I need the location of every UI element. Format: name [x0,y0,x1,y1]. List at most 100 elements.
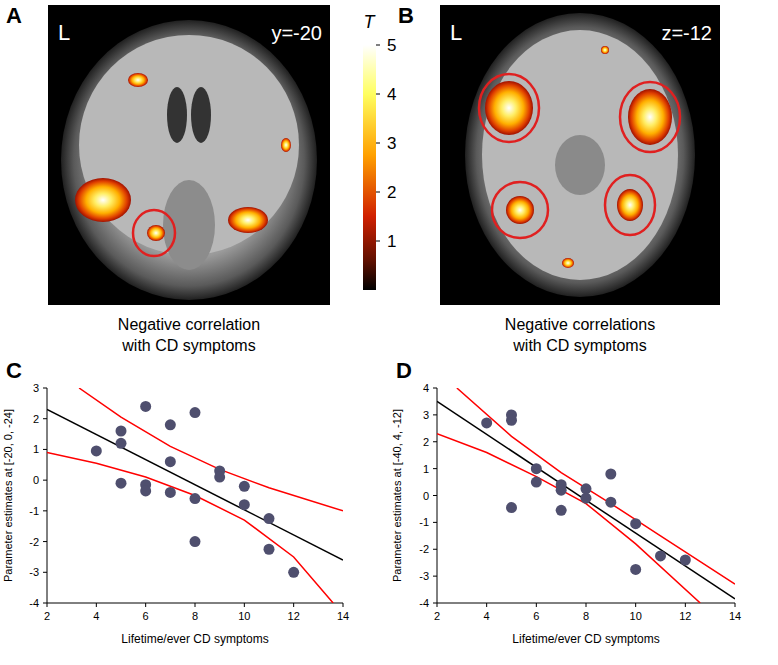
brainstem [163,180,215,270]
point [531,463,542,474]
x-tick-label: 10 [238,610,250,622]
x-tick-label: 4 [93,610,99,622]
colorbar-tick [376,94,380,95]
y-tick-label: 0 [33,474,39,486]
y-tick-label: -3 [419,570,429,582]
y-tick [43,449,47,450]
scatter-chart: 2468101214-4-3-2-101234Lifetime/ever CD … [391,358,741,646]
y-tick-label: 1 [423,463,429,475]
highlight-circle [620,82,680,152]
activation-blob [75,178,131,222]
x-tick-label: 12 [679,610,691,622]
point [680,555,691,566]
point [556,485,567,496]
point [264,544,275,555]
x-tick [437,603,438,607]
line [457,388,735,584]
colorbar-tick-label: 1 [387,232,396,251]
x-axis-label: Lifetime/ever CD symptoms [121,632,268,646]
point [630,564,641,575]
highlight-circle [605,175,655,235]
y-tick-label: -4 [419,597,429,609]
panel-letter: D [396,358,412,383]
activation-blob [147,225,165,241]
y-tick [433,576,437,577]
y-tick [43,541,47,542]
midbrain [555,135,605,195]
colorbar-tick-label: 5 [387,36,396,55]
point [605,497,616,508]
slice-label: z=-12 [661,22,712,44]
y-tick-label: 2 [33,413,39,425]
colorbar-tick [376,45,380,46]
y-tick-label: 3 [423,409,429,421]
y-tick [43,388,47,389]
x-tick-label: 12 [288,610,300,622]
point [140,485,151,496]
y-tick [433,414,437,415]
x-tick-label: 4 [484,610,490,622]
point [264,513,275,524]
point [605,469,616,480]
colorbar-tick-label: 3 [387,134,396,153]
point [630,518,641,529]
panel-letter: A [6,3,22,28]
activation-blob [601,46,609,54]
point [239,499,250,510]
activation-blob [228,207,268,233]
point [214,472,225,483]
y-axis-label: Parameter estimates at [-20, 0, -24] [2,409,14,582]
x-tick [685,603,686,607]
y-tick-label: -2 [29,536,39,548]
y-tick [433,522,437,523]
x-tick-label: 2 [44,610,50,622]
y-tick [433,441,437,442]
x-tick [145,603,146,607]
y-tick [433,495,437,496]
colorbar-tick [376,192,380,193]
x-tick [96,603,97,607]
caption: Negative correlation [118,316,260,333]
activation-blob [562,258,574,268]
x-tick [195,603,196,607]
y-tick [43,510,47,511]
point [165,487,176,498]
colorbar-tick [376,241,380,242]
x-tick [635,603,636,607]
panel-background [440,5,720,305]
activation-blob [617,189,643,221]
x-tick [735,603,736,607]
colorbar-tick-label: 4 [387,85,396,104]
point [655,550,666,561]
point [190,493,201,504]
highlight-circle [479,74,539,142]
y-axis-label: Parameter estimates at [-40, 4, -12] [391,409,403,582]
y-tick-label: -2 [419,543,429,555]
x-tick-label: 6 [143,610,149,622]
line [47,410,343,561]
point [116,478,127,489]
y-tick [43,572,47,573]
colorbar-tick [376,143,380,144]
x-tick-label: 10 [630,610,642,622]
x-axis-label: Lifetime/ever CD symptoms [512,632,659,646]
activation-blob [628,89,672,145]
y-axis [47,388,48,603]
x-tick [536,603,537,607]
highlight-circle [492,182,548,238]
x-tick-label: 2 [434,610,440,622]
side-label: L [58,20,70,45]
line [79,388,343,511]
caption: Negative correlations [505,316,655,333]
x-tick [244,603,245,607]
y-tick-label: -1 [29,505,39,517]
panel-background [48,5,330,305]
side-label: L [450,20,462,45]
x-tick [47,603,48,607]
point [190,407,201,418]
point [556,505,567,516]
point [239,481,250,492]
y-tick-label: -3 [29,566,39,578]
x-tick-label: 8 [583,610,589,622]
activation-blob [281,138,291,152]
